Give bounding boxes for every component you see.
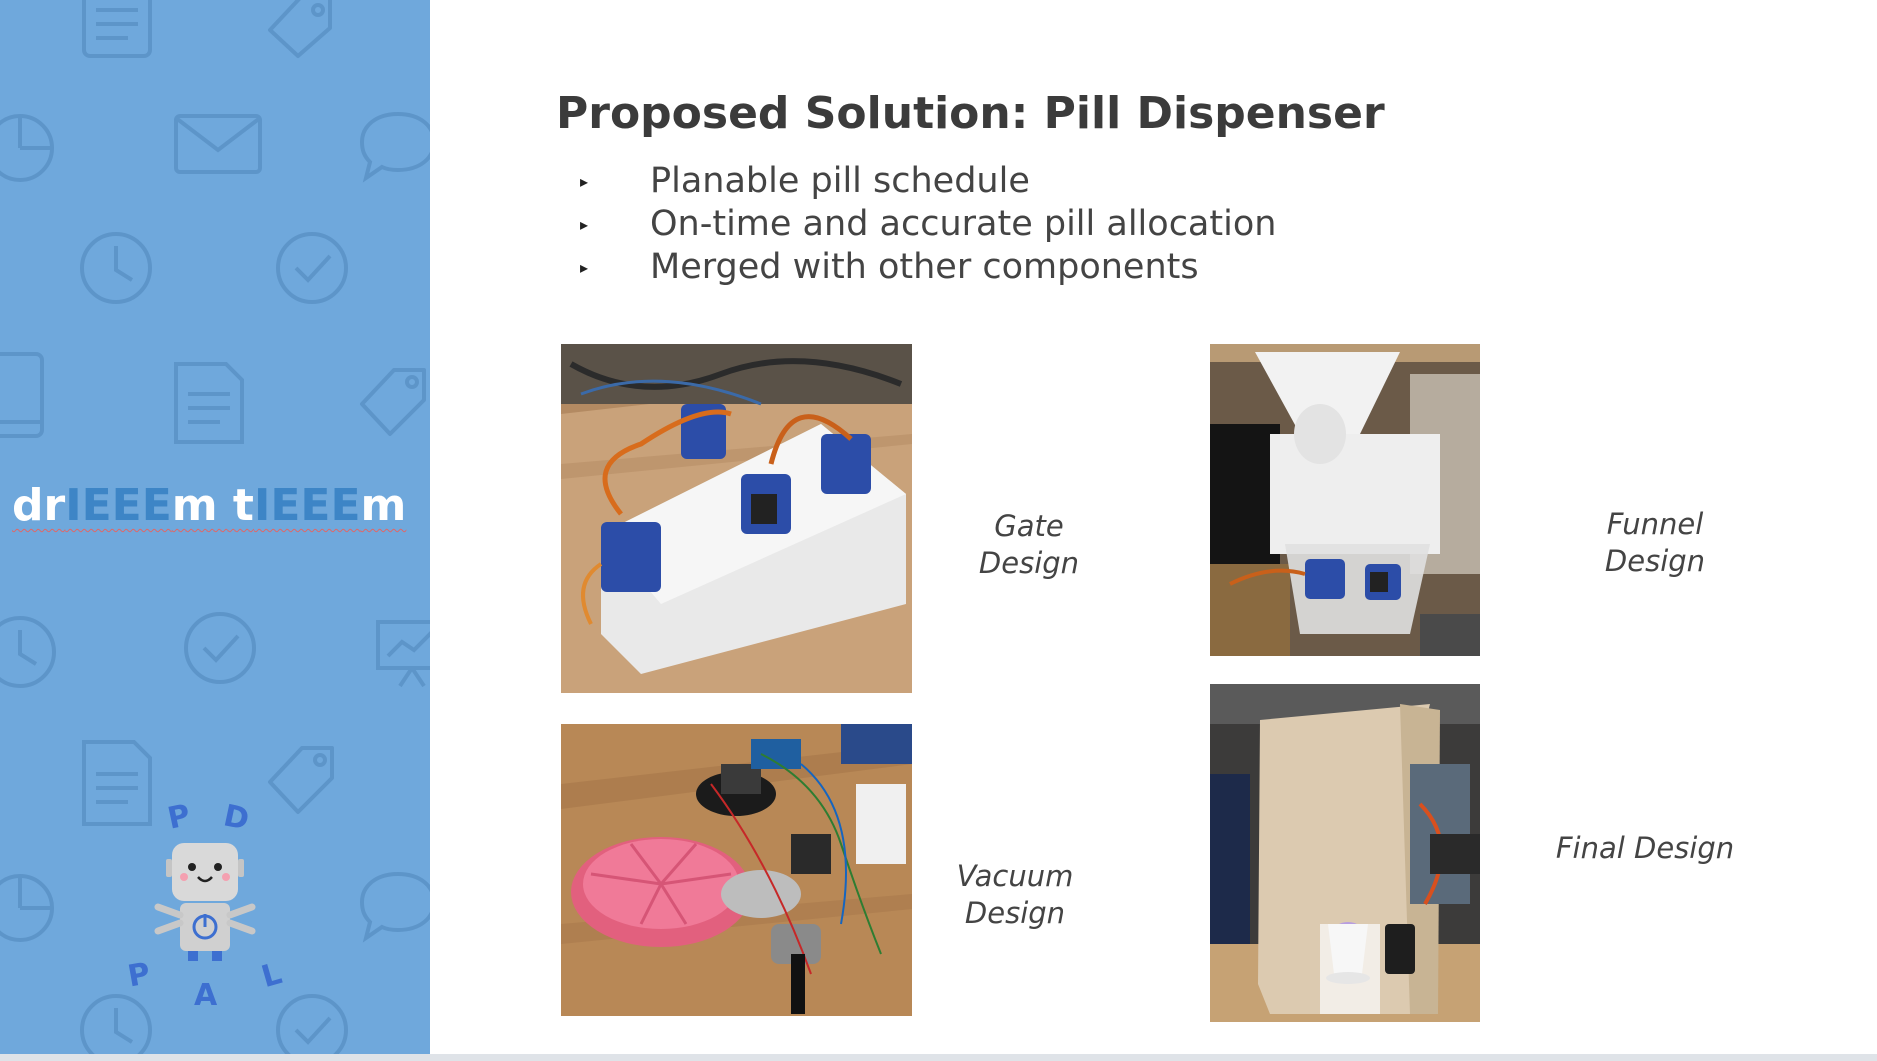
bullet-item: ▸ On-time and accurate pill allocation (580, 204, 1277, 244)
envelope-icon (174, 114, 262, 174)
team-name-word-1: drIEEEm t (12, 480, 254, 531)
triangle-bullet-icon: ▸ (580, 172, 589, 191)
horizontal-scrollbar[interactable] (0, 1054, 1877, 1061)
document-icon (82, 0, 152, 58)
logo-letter-a: A (194, 978, 218, 1010)
funnel-design-caption: Funnel Design (1604, 507, 1706, 578)
tag-icon (268, 746, 334, 814)
pie-chart-icon (0, 114, 54, 182)
clock-icon (80, 232, 152, 304)
checkmark-icon (184, 612, 256, 684)
checkmark-icon (276, 994, 348, 1054)
gate-design-photo (561, 344, 912, 693)
bullet-item: ▸ Merged with other components (580, 247, 1199, 287)
robot-logo: P D P A L (125, 798, 286, 1010)
logo-letter-p-bottom: P (125, 956, 153, 994)
bullet-list: ▸ Planable pill schedule ▸ On-time and acc… (580, 160, 1276, 289)
checkmark-icon (276, 232, 348, 304)
team-name-word-2: IEEEm (253, 480, 407, 531)
bullet-item: ▸ Planable pill schedule (580, 161, 1030, 201)
final-design-photo (1210, 684, 1480, 1022)
logo-letter-l: L (258, 956, 286, 995)
speech-bubble-icon (359, 871, 430, 943)
sidebar-panel: drIEEEm tIEEEm P D P A L (0, 0, 430, 1054)
funnel-design-photo (1210, 344, 1480, 656)
triangle-bullet-icon: ▸ (580, 258, 589, 277)
tag-icon (268, 0, 332, 58)
slide-title: Proposed Solution: Pill Dispenser (556, 88, 1385, 139)
final-design-caption: Final Design (1555, 831, 1735, 865)
team-name: drIEEEm tIEEEm (12, 480, 406, 531)
document-icon (82, 740, 152, 826)
triangle-bullet-icon: ▸ (580, 215, 589, 234)
logo-letter-d: D (220, 798, 252, 837)
pie-chart-icon (0, 874, 54, 942)
vacuum-design-caption: Vacuum Design (956, 859, 1074, 930)
gate-design-caption: Gate Design (978, 509, 1080, 580)
clock-icon (80, 994, 152, 1054)
logo-letter-p-top: P (165, 798, 194, 837)
tag-icon (360, 368, 426, 436)
speech-bubble-icon (359, 111, 430, 183)
tablet-icon (0, 352, 44, 438)
document-icon (174, 362, 244, 444)
vacuum-design-photo (561, 724, 912, 1016)
presentation-icon (376, 620, 430, 688)
clock-icon (0, 616, 56, 688)
